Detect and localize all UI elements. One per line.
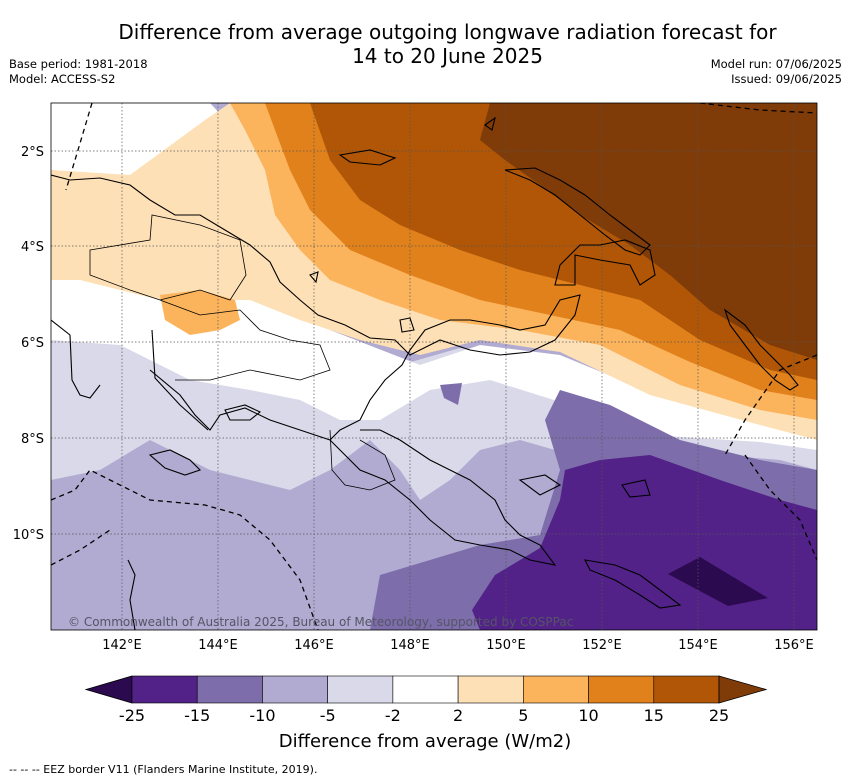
model-run: Model run: 07/06/2025	[710, 57, 842, 71]
colorbar-segment	[653, 675, 720, 704]
colorbar-title: Difference from average (W/m2)	[278, 731, 572, 752]
colorbar-tick-label: 10	[578, 706, 598, 725]
title-line-1: Difference from average outgoing longwav…	[118, 20, 777, 44]
colorbar-tick-label: -15	[184, 706, 210, 725]
colorbar-tick-label: 15	[644, 706, 664, 725]
map-frame	[50, 102, 818, 631]
map-title: Difference from average outgoing longwav…	[60, 20, 835, 68]
lat-label: 10°S	[13, 528, 44, 543]
colorbar-tick-label: -25	[119, 706, 145, 725]
coastlines	[51, 116, 799, 630]
colorbar-segment	[327, 675, 394, 704]
lat-label: 4°S	[21, 240, 44, 255]
colorbar-extend-low	[84, 675, 133, 704]
colorbar-segment	[392, 675, 459, 704]
lon-label: 150°E	[486, 638, 526, 653]
band-below-minus-25	[668, 557, 768, 606]
copyright-notice: © Commonwealth of Australia 2025, Bureau…	[68, 615, 573, 629]
colorbar-extend-high	[718, 675, 768, 704]
lon-label: 156°E	[774, 638, 814, 653]
colorbar-segment	[131, 675, 198, 704]
colorbar-segment	[588, 675, 655, 704]
title-line-2: 14 to 20 June 2025	[352, 44, 543, 68]
colorbar-segment	[523, 675, 589, 704]
meta-left: Base period: 1981-2018 Model: ACCESS-S2	[9, 57, 148, 87]
band-over-25	[480, 103, 817, 360]
model-name: Model: ACCESS-S2	[9, 72, 116, 86]
lon-label: 142°E	[102, 638, 142, 653]
base-period: Base period: 1981-2018	[9, 57, 148, 71]
eez-footnote: -- -- -- EEZ border V11 (Flanders Marine…	[9, 763, 318, 776]
graticule	[51, 103, 817, 630]
lat-label: 8°S	[21, 432, 44, 447]
lon-label: 146°E	[294, 638, 334, 653]
latitude-labels: 2°S 4°S 6°S 8°S 10°S	[13, 145, 44, 543]
eez-borders	[51, 103, 817, 630]
colorbar-tick-label: 2	[453, 706, 463, 725]
band-5-to-10-inland	[160, 290, 240, 335]
colorbar-segment	[262, 675, 328, 704]
colorbar-tick-label: 5	[518, 706, 528, 725]
colorbar-segment	[196, 675, 263, 704]
colorbar-tick-label: -10	[249, 706, 275, 725]
band-minus-15-patch	[440, 383, 462, 405]
colorbar-tick-label: -2	[385, 706, 401, 725]
lon-label: 144°E	[198, 638, 238, 653]
anomaly-field: © Commonwealth of Australia 2025, Bureau…	[51, 103, 817, 630]
lon-label: 152°E	[582, 638, 622, 653]
longitude-labels: 142°E 144°E 146°E 148°E 150°E 152°E 154°…	[102, 638, 814, 653]
colorbar-segment	[457, 675, 524, 704]
colorbar-tick-label: -5	[320, 706, 336, 725]
lon-label: 154°E	[678, 638, 718, 653]
lat-label: 2°S	[21, 145, 44, 160]
colorbar: -25 -15 -10 -5 -2 2 5 10 15 25	[84, 675, 768, 725]
lon-label: 148°E	[390, 638, 430, 653]
colorbar-tick-label: 25	[709, 706, 729, 725]
meta-right: Model run: 07/06/2025 Issued: 09/06/2025	[711, 57, 842, 87]
lat-label: 6°S	[21, 336, 44, 351]
issued-date: Issued: 09/06/2025	[731, 72, 842, 86]
